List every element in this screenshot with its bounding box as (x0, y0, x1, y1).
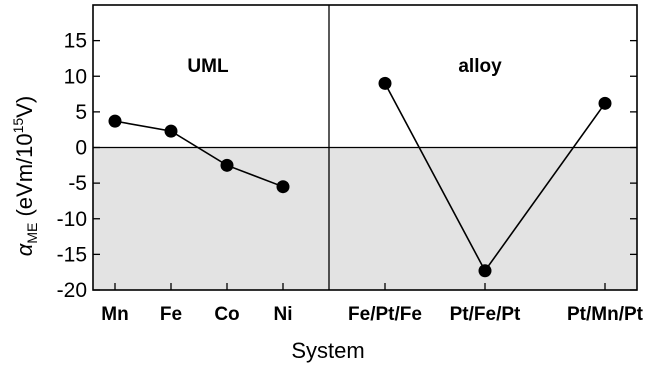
series-line-uml (114, 120, 284, 188)
y-axis-symbol: α (12, 242, 37, 256)
negative-region-shading (93, 147, 637, 290)
panel-label-alloy: alloy (458, 56, 502, 77)
x-tick-label: Fe/Pt/Fe (348, 304, 422, 325)
svg-text:αME (eVm/1015V): αME (eVm/1015V) (10, 96, 40, 256)
axis-ticks: 15 10 5 0 -5 -10 -15 -20 Mn Fe Co Ni Fe/Pt/Fe Pt/Fe/P… (57, 30, 644, 325)
x-tick-label: Pt/Mn/Pt (567, 304, 644, 325)
data-point (598, 96, 612, 110)
data-point (478, 264, 492, 278)
y-axis-subscript: ME (24, 223, 40, 244)
y-tick-label: 10 (64, 65, 87, 88)
y-tick-label: 0 (75, 137, 87, 160)
data-point (108, 114, 122, 128)
y-axis-units-suffix: V) (12, 96, 37, 118)
data-points (108, 76, 612, 278)
y-tick-label: 5 (75, 101, 87, 124)
negative-region-rect (93, 147, 637, 290)
data-point (164, 124, 178, 138)
y-axis-title: αME (eVm/1015V) (10, 96, 40, 256)
y-tick-label: -15 (57, 243, 87, 266)
data-point (378, 76, 392, 90)
y-tick-label: -10 (57, 208, 87, 231)
y-axis-units-exponent: 15 (10, 118, 26, 134)
data-point (276, 180, 290, 194)
x-tick-label: Mn (101, 304, 128, 325)
data-point (220, 158, 234, 172)
x-tick-label: Ni (274, 304, 293, 325)
x-tick-label: Fe (160, 304, 182, 325)
x-axis-title: System (291, 338, 364, 363)
y-tick-label: -20 (57, 279, 87, 302)
x-tick-label: Pt/Fe/Pt (450, 304, 521, 325)
y-tick-label: 15 (64, 30, 87, 53)
panel-label-uml: UML (187, 56, 229, 77)
y-tick-label: -5 (68, 172, 87, 195)
y-axis-units-prefix: (eVm/10 (12, 133, 37, 222)
x-tick-label: Co (214, 304, 239, 325)
